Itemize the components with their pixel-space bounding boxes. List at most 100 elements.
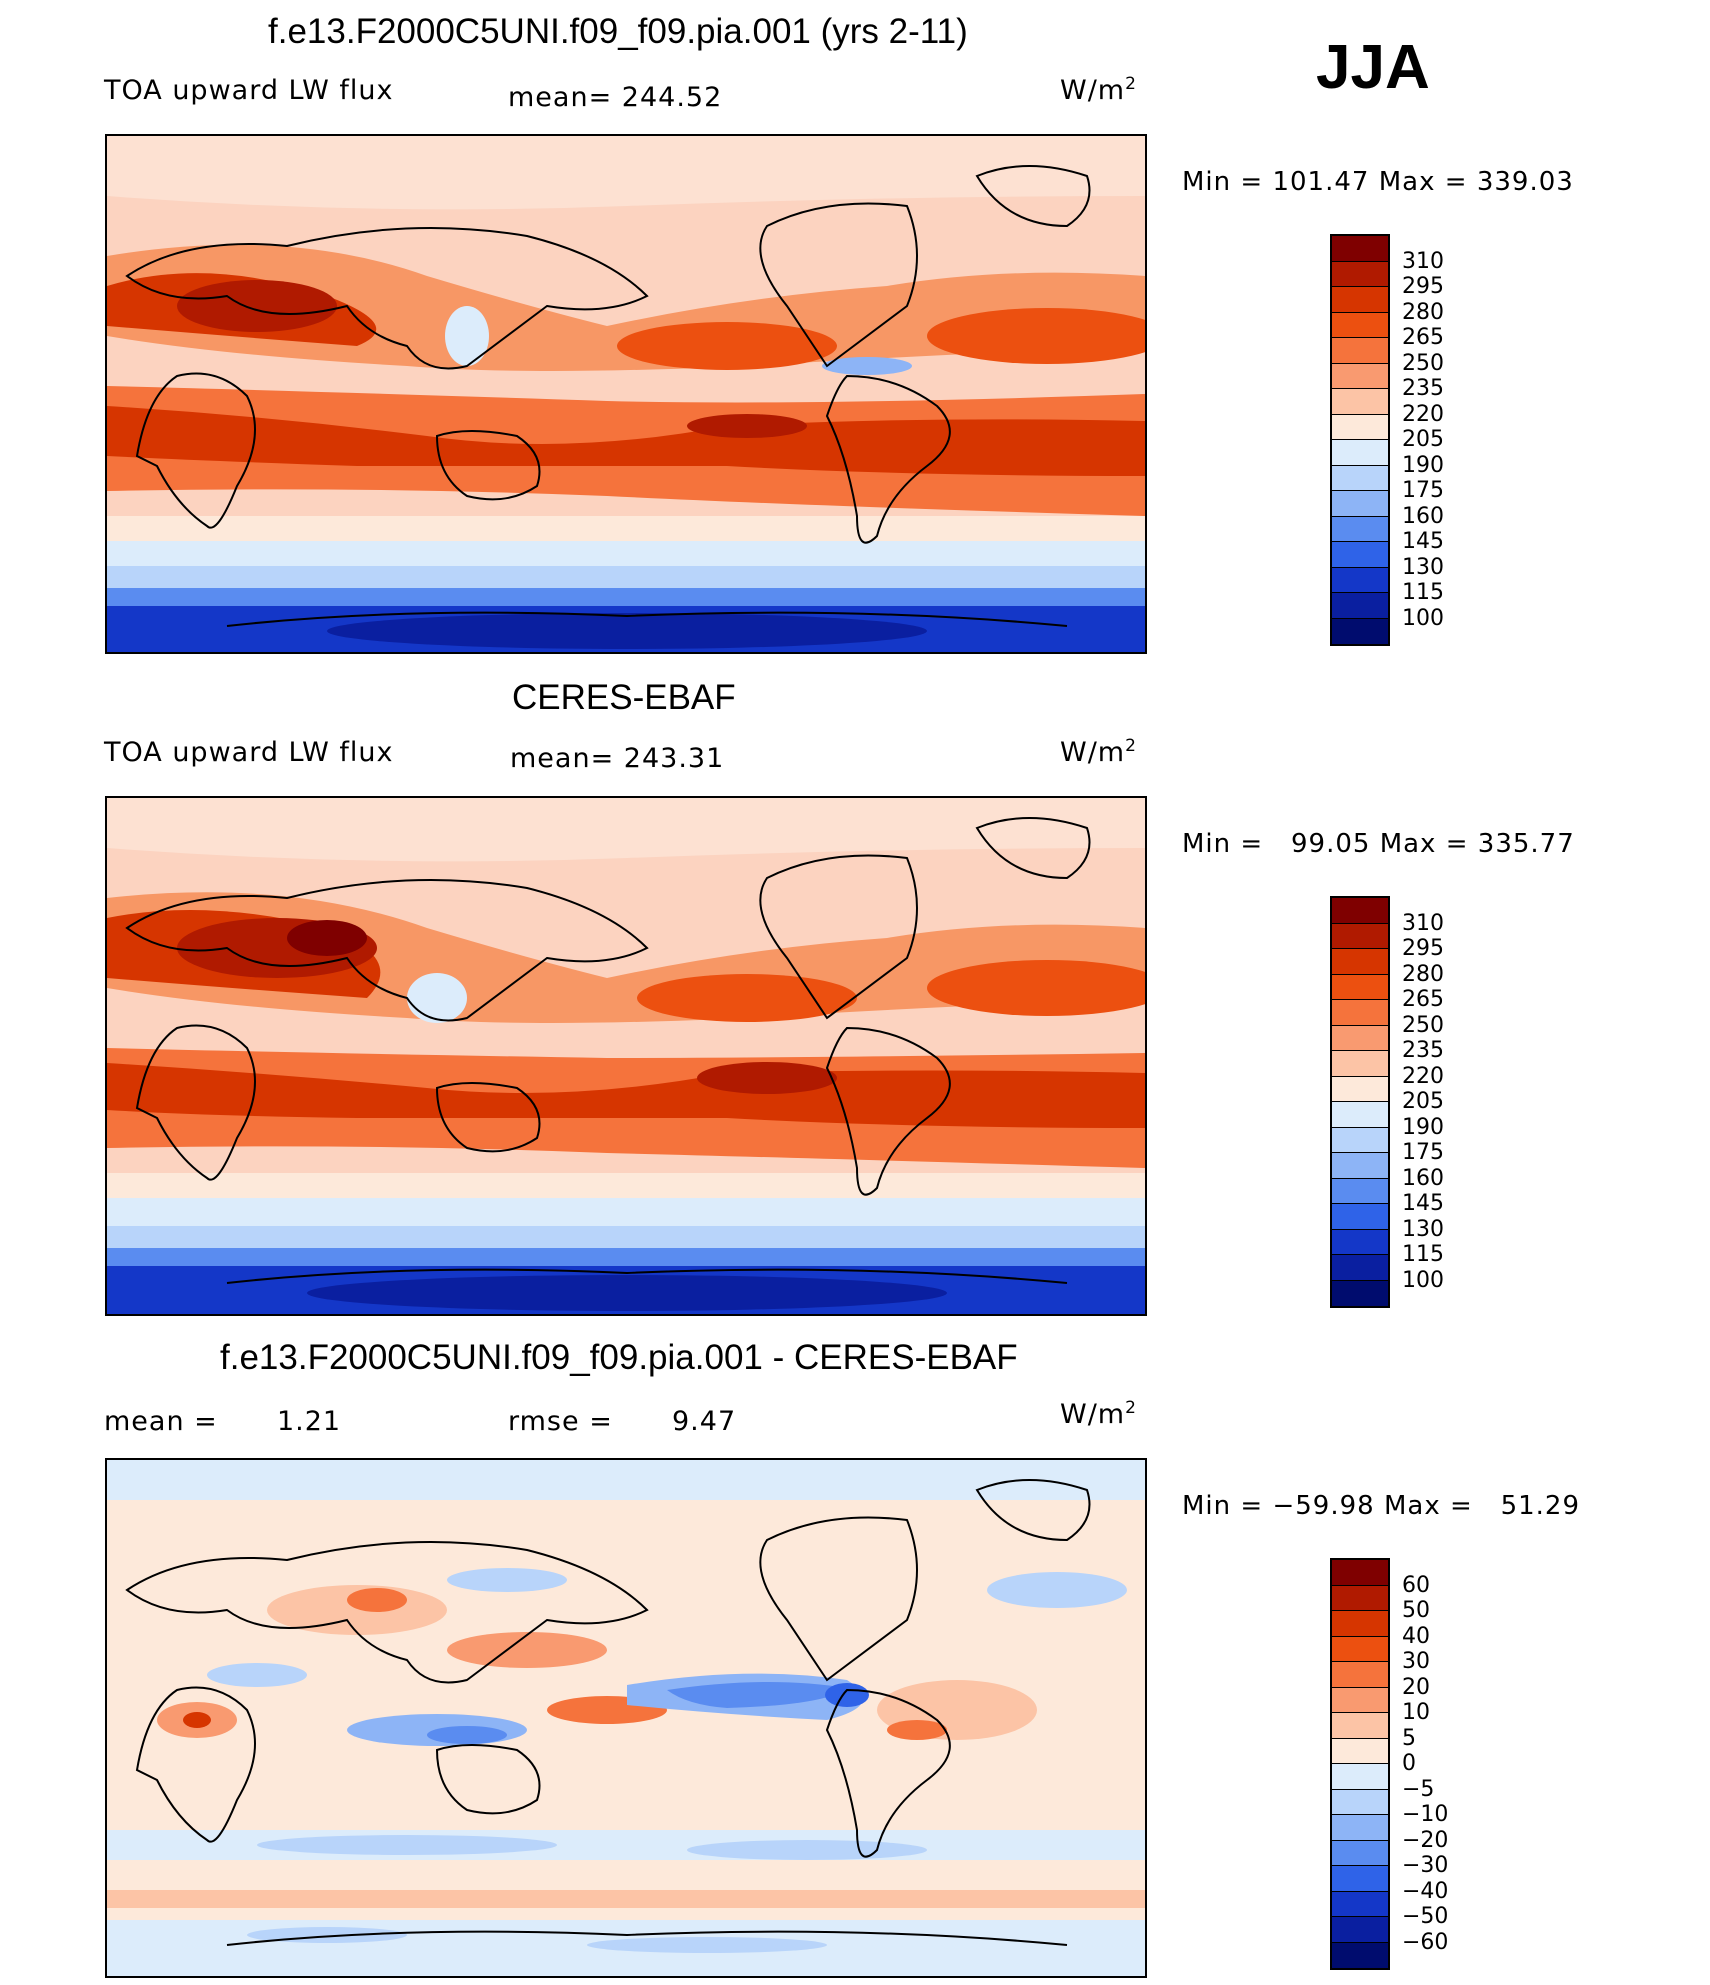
colorbar-label: 265: [1402, 325, 1444, 350]
colorbar-label: 310: [1402, 248, 1444, 274]
colorbar-swatch: [1332, 1840, 1388, 1866]
units-exponent: 2: [1125, 736, 1137, 756]
panel1-units: W/m2: [1060, 74, 1137, 106]
panel2-map: [105, 796, 1147, 1316]
colorbar-label: −10: [1402, 1802, 1449, 1827]
colorbar-swatch: [1332, 1204, 1388, 1230]
panel3-rmse-label: rmse =: [508, 1406, 613, 1437]
colorbar-label: 280: [1402, 961, 1444, 987]
colorbar-label: 115: [1402, 580, 1444, 605]
colorbar-swatch: [1332, 516, 1388, 542]
panel2-minmax: Min = 99.05 Max = 335.77: [1182, 829, 1575, 859]
colorbar-label: 130: [1402, 1216, 1444, 1242]
colorbar-label: 130: [1402, 554, 1444, 580]
colorbar-swatch: [1332, 1178, 1388, 1204]
panel3-rmse-value: 9.47: [672, 1406, 737, 1437]
panel3-mean-value: 1.21: [276, 1406, 342, 1437]
colorbar-swatch: [1332, 1255, 1388, 1281]
colorbar-label: 115: [1402, 1242, 1444, 1267]
colorbar-label: 20: [1402, 1674, 1430, 1700]
colorbar-swatch: [1332, 1636, 1388, 1662]
panel3-max-value: 51.29: [1500, 1491, 1580, 1521]
panel3-minmax: Min = −59.98 Max = 51.29: [1182, 1491, 1580, 1521]
panel2-max-label: Max: [1379, 829, 1437, 859]
panel1-mean-value: 244.52: [621, 82, 723, 113]
colorbar-swatch: [1332, 414, 1388, 440]
panel2-title: CERES-EBAF: [512, 678, 736, 717]
colorbar-label: 175: [1402, 478, 1444, 503]
panel1-variable-label: TOA upward LW flux: [104, 75, 394, 106]
colorbar-swatch: [1332, 949, 1388, 975]
colorbar-label: 0: [1402, 1751, 1416, 1776]
panel3-min-value: −59.98: [1272, 1491, 1375, 1521]
panel2-max-value: 335.77: [1477, 829, 1575, 859]
panel1-colorbar: [1330, 234, 1390, 646]
colorbar-swatch: [1332, 923, 1388, 949]
colorbar-swatch: [1332, 1942, 1388, 1968]
colorbar-swatch: [1332, 261, 1388, 287]
panel3-min-label: Min: [1182, 1491, 1232, 1521]
panel3-mean-label: mean =: [104, 1406, 218, 1437]
colorbar-swatch: [1332, 1764, 1388, 1790]
colorbar-label: 235: [1402, 1038, 1444, 1063]
colorbar-label: 60: [1402, 1572, 1430, 1598]
colorbar-swatch: [1332, 1153, 1388, 1179]
colorbar-swatch: [1332, 287, 1388, 313]
colorbar-label: −50: [1402, 1904, 1449, 1929]
panel1-map-svg: [107, 136, 1145, 652]
panel1-map: [105, 134, 1147, 654]
colorbar-swatch: [1332, 1585, 1388, 1611]
colorbar-label: 205: [1402, 1089, 1444, 1114]
colorbar-swatch: [1332, 312, 1388, 338]
colorbar-label: 235: [1402, 376, 1444, 401]
colorbar-label: 250: [1402, 350, 1444, 376]
panel1-mean-label: mean=: [508, 82, 613, 113]
colorbar-label: 295: [1402, 936, 1444, 961]
colorbar-swatch: [1332, 1917, 1388, 1943]
colorbar-label: 160: [1402, 1165, 1444, 1191]
panel3-mean: mean = 1.21: [104, 1406, 341, 1437]
colorbar-swatch: [1332, 1713, 1388, 1739]
units-base: W/m: [1060, 75, 1126, 106]
colorbar-label: −5: [1402, 1776, 1435, 1802]
colorbar-swatch: [1332, 593, 1388, 619]
colorbar-label: 145: [1402, 1191, 1444, 1216]
colorbar-swatch: [1332, 618, 1388, 644]
colorbar-label: 10: [1402, 1700, 1430, 1725]
units-base: W/m: [1060, 737, 1126, 768]
panel2-mean-label: mean=: [510, 743, 615, 774]
colorbar-swatch: [1332, 338, 1388, 364]
colorbar-label: −60: [1402, 1929, 1449, 1955]
panel3-max-label: Max: [1383, 1491, 1441, 1521]
colorbar-swatch: [1332, 898, 1388, 924]
panel2-mean: mean= 243.31: [510, 743, 724, 774]
colorbar-swatch: [1332, 1025, 1388, 1051]
colorbar-swatch: [1332, 567, 1388, 593]
colorbar-swatch: [1332, 1738, 1388, 1764]
colorbar-swatch: [1332, 1076, 1388, 1102]
panel3-map: [105, 1458, 1147, 1978]
colorbar-label: 265: [1402, 987, 1444, 1012]
units-exponent: 2: [1125, 74, 1137, 94]
panel2-variable-label: TOA upward LW flux: [104, 737, 394, 768]
season-label: JJA: [1316, 33, 1430, 102]
colorbar-swatch: [1332, 236, 1388, 262]
colorbar-label: 205: [1402, 427, 1444, 452]
colorbar-swatch: [1332, 363, 1388, 389]
colorbar-swatch: [1332, 974, 1388, 1000]
panel1-min-label: Min: [1182, 167, 1232, 197]
colorbar-label: 40: [1402, 1623, 1430, 1649]
colorbar-label: 160: [1402, 503, 1444, 529]
colorbar-label: 175: [1402, 1140, 1444, 1165]
colorbar-swatch: [1332, 491, 1388, 517]
colorbar-label: 145: [1402, 529, 1444, 554]
panel1-minmax: Min = 101.47 Max = 339.03: [1182, 167, 1574, 197]
colorbar-label: 5: [1402, 1725, 1416, 1751]
colorbar-label: 190: [1402, 452, 1444, 478]
colorbar-swatch: [1332, 1866, 1388, 1892]
colorbar-swatch: [1332, 1560, 1388, 1586]
colorbar-swatch: [1332, 1000, 1388, 1026]
panel1-max-value: 339.03: [1476, 167, 1574, 197]
panel2-colorbar: [1330, 896, 1390, 1308]
panel3-colorbar: [1330, 1558, 1390, 1970]
